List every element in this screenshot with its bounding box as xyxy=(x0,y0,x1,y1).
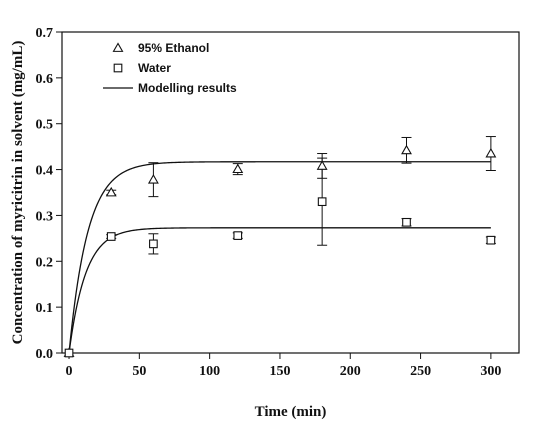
ethanol-point xyxy=(105,186,117,197)
legend-square-icon xyxy=(113,63,123,73)
x-tick-label: 150 xyxy=(269,364,290,379)
x-tick-label: 300 xyxy=(480,364,501,379)
x-tick-label: 50 xyxy=(132,364,146,379)
y-tick-label: 0.6 xyxy=(36,72,54,87)
water-point xyxy=(149,239,158,249)
y-tick-label: 0.0 xyxy=(36,347,54,362)
water-point xyxy=(402,217,411,227)
plot-frame xyxy=(61,31,520,354)
water-point xyxy=(106,232,116,241)
x-tick-label: 200 xyxy=(340,364,361,379)
water-point xyxy=(64,348,74,358)
model-curve xyxy=(68,227,491,354)
y-tick-label: 0.1 xyxy=(36,301,54,316)
water-point xyxy=(486,235,496,245)
y-tick-label: 0.4 xyxy=(36,164,54,179)
x-axis-title: Time (min) xyxy=(255,404,327,420)
ethanol-point xyxy=(485,147,497,158)
legend-triangle-icon xyxy=(112,42,124,52)
y-tick-label: 0.7 xyxy=(36,26,54,41)
water-point xyxy=(233,231,243,240)
y-tick-label: 0.3 xyxy=(36,209,54,224)
legend-label: Modelling results xyxy=(138,81,237,95)
model-curve xyxy=(68,161,491,354)
legend-label: 95% Ethanol xyxy=(138,41,209,55)
legend-label: Water xyxy=(138,61,171,75)
y-axis-title: Concentration of myricitrin in solvent (… xyxy=(10,41,26,345)
water-point xyxy=(317,197,327,207)
y-tick-label: 0.2 xyxy=(36,255,54,270)
x-tick-label: 250 xyxy=(410,364,431,379)
ethanol-point xyxy=(147,174,159,184)
x-tick-label: 100 xyxy=(199,364,220,379)
ethanol-point xyxy=(232,163,244,174)
y-tick-label: 0.5 xyxy=(36,118,54,133)
ethanol-point xyxy=(316,160,328,170)
x-tick-label: 0 xyxy=(66,364,73,379)
ethanol-point xyxy=(401,144,412,155)
